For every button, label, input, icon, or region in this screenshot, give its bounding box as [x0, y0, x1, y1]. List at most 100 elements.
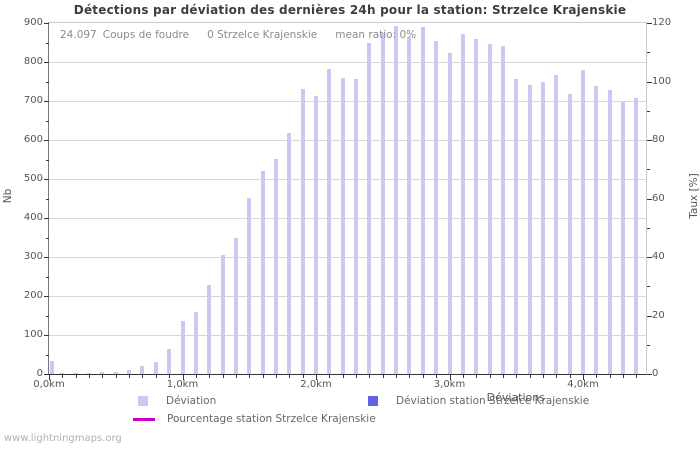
x-minor-tick: [89, 375, 91, 378]
y-left-tick-label: 300: [23, 251, 43, 262]
y-right-minor-tick: [647, 286, 650, 288]
lightning-count: 24.097: [60, 29, 97, 41]
deviation-swatch-icon: [138, 396, 148, 406]
deviation-bar: [594, 86, 599, 374]
y-right-tick-label: 80: [652, 134, 665, 145]
y-right-major-tick: [647, 140, 652, 141]
x-major-tick: [182, 375, 184, 380]
x-minor-tick: [356, 375, 358, 378]
deviation-bar: [140, 366, 145, 374]
legend-label-percentage: Pourcentage station Strzelce Krajenskie: [167, 413, 376, 425]
x-minor-tick: [462, 375, 464, 378]
legend-item-station-deviation: Déviation station Strzelce Krajenskie: [368, 395, 589, 407]
deviation-bar: [394, 26, 399, 374]
deviation-bar: [487, 44, 492, 374]
x-minor-tick: [569, 375, 571, 378]
deviation-bar: [127, 370, 132, 374]
x-minor-tick: [529, 375, 531, 378]
deviation-bar: [380, 33, 385, 374]
x-minor-tick: [609, 375, 611, 378]
station-deviation-swatch-icon: [368, 396, 378, 406]
x-minor-tick: [623, 375, 625, 378]
y-left-major-tick: [44, 374, 49, 375]
x-minor-tick: [516, 375, 518, 378]
x-minor-tick: [209, 375, 211, 378]
y-right-minor-tick: [647, 169, 650, 171]
x-minor-tick: [556, 375, 558, 378]
y-left-minor-tick: [46, 81, 49, 83]
x-minor-tick: [409, 375, 411, 378]
deviation-bar: [327, 69, 332, 374]
y-left-tick-label: 900: [23, 17, 43, 28]
deviation-bar: [50, 361, 54, 374]
deviation-bar: [300, 89, 305, 374]
x-major-tick: [316, 375, 317, 380]
plot-inner: 0 100 200 300 400 500 600 700 800 900 0 20 40 60 80 100…: [24, 17, 671, 390]
y-left-minor-tick: [46, 276, 49, 278]
y-left-tick-label: 400: [23, 212, 43, 223]
deviation-bar: [207, 285, 212, 374]
x-minor-tick: [382, 375, 384, 378]
y-left-tick-label: 700: [23, 95, 43, 106]
y-right-tick-label: 40: [652, 251, 665, 262]
y-axis-right-title: Taux [%]: [688, 173, 700, 219]
x-minor-tick: [249, 375, 251, 378]
deviation-bar: [314, 96, 318, 374]
y-left-major-tick: [44, 257, 49, 258]
x-major-tick: [449, 375, 451, 380]
y-right-tick-label: 20: [652, 309, 665, 321]
deviation-bar: [60, 373, 65, 374]
x-minor-tick: [476, 375, 478, 378]
x-minor-tick: [275, 375, 277, 378]
y-right-minor-tick: [647, 110, 650, 112]
deviation-bar: [193, 312, 198, 374]
x-minor-tick: [289, 375, 291, 378]
legend-item-deviation: Déviation: [138, 395, 216, 407]
y-right-tick-label: 120: [652, 17, 672, 28]
deviation-bar: [87, 373, 92, 374]
x-minor-tick: [329, 375, 331, 378]
deviation-bar: [527, 85, 532, 374]
stats-line: 24.097 Coups de foudre 0 Strzelce Krajensk…: [60, 29, 416, 41]
lightning-count-label: Coups de foudre: [102, 29, 190, 41]
y-left-tick-label: 500: [23, 173, 43, 184]
deviation-bar: [474, 39, 479, 374]
y-right-major-tick: [647, 374, 652, 375]
x-minor-tick: [396, 375, 398, 378]
y-left-minor-tick: [46, 159, 49, 161]
x-tick-label: 1,0km: [166, 379, 199, 390]
x-major-tick: [49, 375, 50, 380]
x-minor-tick: [169, 375, 171, 378]
gridline: [49, 335, 646, 336]
y-left-minor-tick: [46, 315, 49, 317]
gridline: [49, 296, 646, 297]
x-minor-tick: [436, 375, 438, 378]
y-right-tick-label: 0: [652, 368, 659, 379]
deviation-bar: [287, 133, 292, 374]
y-left-tick-label: 600: [23, 134, 43, 145]
legend-item-percentage: Pourcentage station Strzelce Krajenskie: [133, 413, 376, 425]
deviation-bar: [167, 349, 172, 374]
deviation-bar: [540, 82, 545, 374]
x-minor-tick: [369, 375, 371, 378]
x-minor-tick: [489, 375, 491, 378]
deviation-bar: [113, 372, 118, 374]
y-left-major-tick: [44, 296, 49, 297]
deviation-bar: [180, 321, 185, 374]
deviation-bar: [273, 159, 278, 374]
x-minor-tick: [129, 375, 131, 378]
y-right-major-tick: [647, 257, 652, 258]
deviation-bar: [100, 372, 105, 374]
x-minor-tick: [596, 375, 598, 378]
plot-area: 0 100 200 300 400 500 600 700 800 900 0 20 40 60 80 100…: [24, 17, 671, 390]
deviation-bar: [634, 98, 639, 374]
y-left-tick-label: 0: [36, 368, 43, 379]
y-right-major-tick: [647, 81, 652, 83]
gridline: [49, 179, 646, 180]
x-minor-tick: [422, 375, 424, 378]
station-count: 0 Strzelce Krajenskie: [207, 29, 318, 41]
deviation-bar: [367, 43, 372, 374]
y-left-tick-label: 100: [23, 329, 43, 340]
y-left-minor-tick: [46, 354, 49, 356]
deviation-bar: [340, 78, 345, 374]
